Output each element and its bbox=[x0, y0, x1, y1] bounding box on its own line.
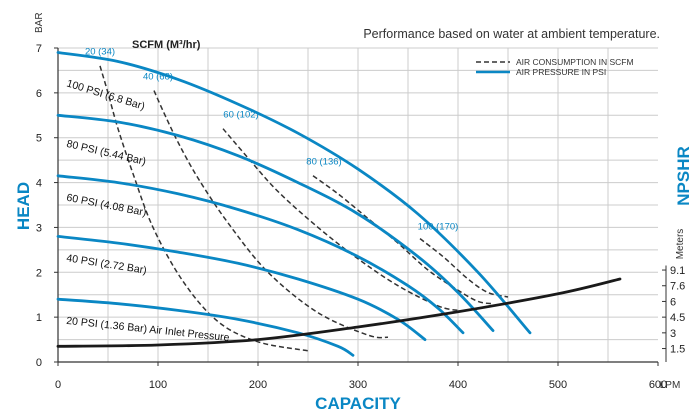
scfm-label: 80 (136) bbox=[306, 157, 341, 168]
scfm-label: 40 (68) bbox=[143, 71, 173, 82]
legend: AIR CONSUMPTION IN SCFM AIR PRESSURE IN … bbox=[476, 57, 634, 77]
y-tick-label: 7 bbox=[36, 43, 42, 55]
air-pressure-curve bbox=[56, 113, 495, 332]
npshr-tick-label: 9.1 bbox=[670, 265, 685, 277]
y-unit-left: BAR bbox=[34, 12, 45, 33]
legend-label-pressure: AIR PRESSURE IN PSI bbox=[516, 67, 606, 77]
x-tick-label: 100 bbox=[149, 379, 167, 391]
x-tick-label: 600 bbox=[649, 379, 667, 391]
air-pressure-curve bbox=[56, 51, 532, 335]
scfm-label: 20 (34) bbox=[85, 47, 115, 58]
y-tick-label: 5 bbox=[36, 133, 42, 145]
y-tick-label: 6 bbox=[36, 88, 42, 100]
grid bbox=[58, 47, 658, 362]
x-tick-label: 300 bbox=[349, 379, 367, 391]
npshr-tick-label: 3 bbox=[670, 328, 676, 340]
scfm-label: 100 (170) bbox=[418, 222, 459, 233]
axes: 0 100 200 300 400 500 600 0 1 2 3 4 5 6 7 1.5 3 4.5 6 7.6 9.… bbox=[36, 43, 685, 391]
npshr-curve bbox=[56, 277, 622, 348]
x-tick-label: 200 bbox=[249, 379, 267, 391]
y-tick-label: 2 bbox=[36, 267, 42, 279]
air-consumption-curve bbox=[312, 175, 494, 305]
y-tick-label: 1 bbox=[36, 312, 42, 324]
scfm-label: 60 (102) bbox=[223, 110, 258, 121]
npshr-tick-label: 6 bbox=[670, 296, 676, 308]
pressure-curve-label: 80 PSI (5.44 Bar) bbox=[65, 138, 147, 168]
x-tick-label: 400 bbox=[449, 379, 467, 391]
y-tick-label: 0 bbox=[36, 357, 42, 369]
air-consumption-curve bbox=[153, 90, 389, 339]
legend-label-consumption: AIR CONSUMPTION IN SCFM bbox=[516, 57, 634, 67]
x-tick-label: 500 bbox=[549, 379, 567, 391]
chart-title: Performance based on water at ambient te… bbox=[363, 27, 660, 41]
npshr-tick-label: 4.5 bbox=[670, 312, 685, 324]
x-unit: LPM bbox=[660, 380, 681, 391]
x-tick-label: 0 bbox=[55, 379, 61, 391]
air-pressure-curve bbox=[56, 297, 355, 357]
curves bbox=[56, 51, 622, 357]
air-pressure-curve bbox=[56, 174, 465, 335]
y-tick-label: 3 bbox=[36, 222, 42, 234]
y-tick-label: 4 bbox=[36, 178, 42, 190]
pressure-curve-label: 40 PSI (2.72 Bar) bbox=[66, 252, 148, 277]
x-axis-title: CAPACITY bbox=[315, 394, 401, 413]
air-consumption-curve bbox=[99, 65, 309, 352]
pressure-curve-label: 60 PSI (4.08 Bar) bbox=[65, 192, 147, 219]
npshr-tick-label: 1.5 bbox=[670, 344, 685, 356]
npshr-tick-label: 7.6 bbox=[670, 281, 685, 293]
y-axis-title-right: NPSHR bbox=[674, 146, 693, 206]
scfm-axis-label: SCFM (M³/hr) bbox=[132, 39, 201, 51]
y-axis-title-left: HEAD bbox=[14, 182, 33, 230]
air-pressure-curve bbox=[56, 235, 427, 341]
curve-labels: 20 (34)40 (68)60 (102)80 (136)100 (170)1… bbox=[65, 47, 458, 344]
air-consumption-curve bbox=[419, 238, 509, 298]
y-unit-right: Meters bbox=[675, 229, 686, 260]
